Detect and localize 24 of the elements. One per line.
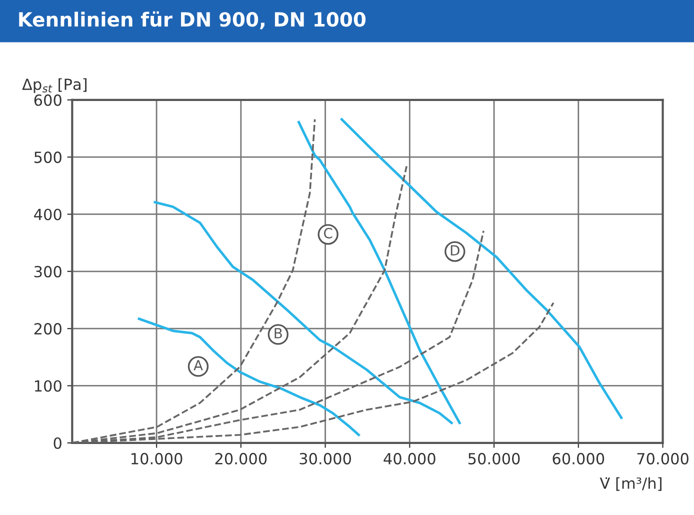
y-axis-title: Δp$_{st}$ [Pa]: [22, 78, 86, 94]
x-tick-label: 40.000: [384, 452, 436, 464]
chart-title: Kennlinien für DN 900, DN 1000: [19, 11, 366, 30]
y-tick-label: 500: [34, 152, 62, 164]
y-tick-label: 100: [34, 380, 62, 392]
y-tick-label: 200: [34, 323, 62, 335]
series-label: C: [324, 228, 332, 238]
series-label: D: [450, 245, 460, 256]
x-tick-label: 30.000: [300, 452, 351, 464]
y-tick-label: 400: [34, 208, 62, 220]
x-axis-title: V̇ [m³/h]: [600, 477, 662, 491]
y-tick-label: 300: [34, 266, 62, 278]
series-label: A: [194, 360, 203, 370]
line-series: [298, 120, 461, 424]
y-tick-label: 600: [34, 94, 62, 106]
y-tick-label: 0: [54, 437, 62, 449]
x-tick-label: 10.000: [131, 452, 182, 464]
line-series: [340, 118, 623, 419]
series-label: B: [274, 328, 282, 338]
x-tick-label: 50.000: [468, 452, 520, 464]
x-tick-label: 20.000: [215, 452, 267, 464]
x-tick-label: 60.000: [552, 452, 604, 464]
x-tick-label: 70.000: [637, 452, 688, 464]
line-series: [138, 318, 360, 436]
